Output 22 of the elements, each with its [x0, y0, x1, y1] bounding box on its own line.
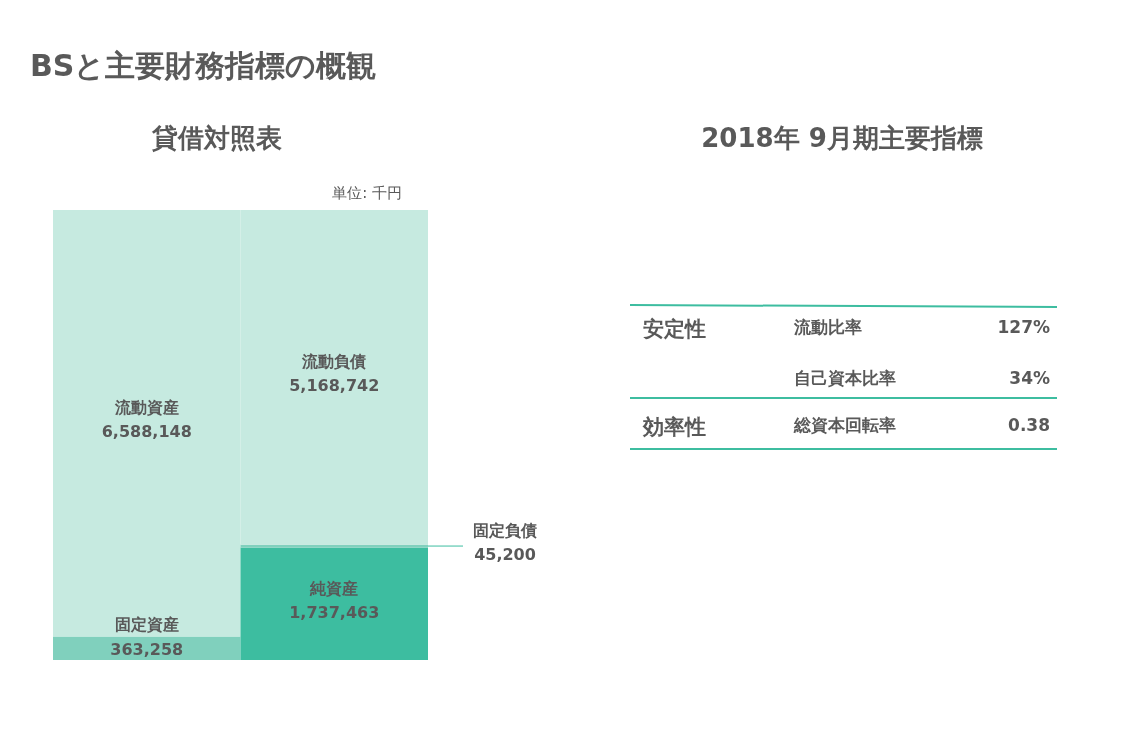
data-label: 1,737,463	[289, 602, 380, 622]
data-label: 363,258	[110, 640, 184, 659]
text: BSと主要財務指標の概観	[30, 48, 377, 83]
series-label: 流動負債	[301, 352, 367, 372]
category-label: 流動比率	[793, 317, 862, 337]
data-label: 45,200	[474, 545, 536, 565]
series-label: 純資産	[309, 578, 359, 598]
category-label: 自己資本比率	[794, 368, 896, 388]
text: 127%	[997, 317, 1050, 337]
series-label: 流動資産	[113, 398, 179, 418]
data-label: 6,588,148	[101, 422, 192, 442]
text: 安定性	[643, 317, 706, 341]
data-label: 5,168,742	[289, 376, 380, 396]
text: 固定負債	[473, 521, 537, 541]
category-label: 総資本回転率	[793, 415, 896, 435]
text: 効率性	[642, 415, 706, 439]
chart-title: 貸借対照表	[151, 123, 282, 153]
text: 34%	[1009, 368, 1050, 388]
series-label: 固定資産	[114, 615, 179, 635]
text: 0.38	[1008, 415, 1050, 435]
text: 2018年 9月期主要指標	[701, 123, 983, 153]
text: 単位: 千円	[332, 184, 402, 202]
